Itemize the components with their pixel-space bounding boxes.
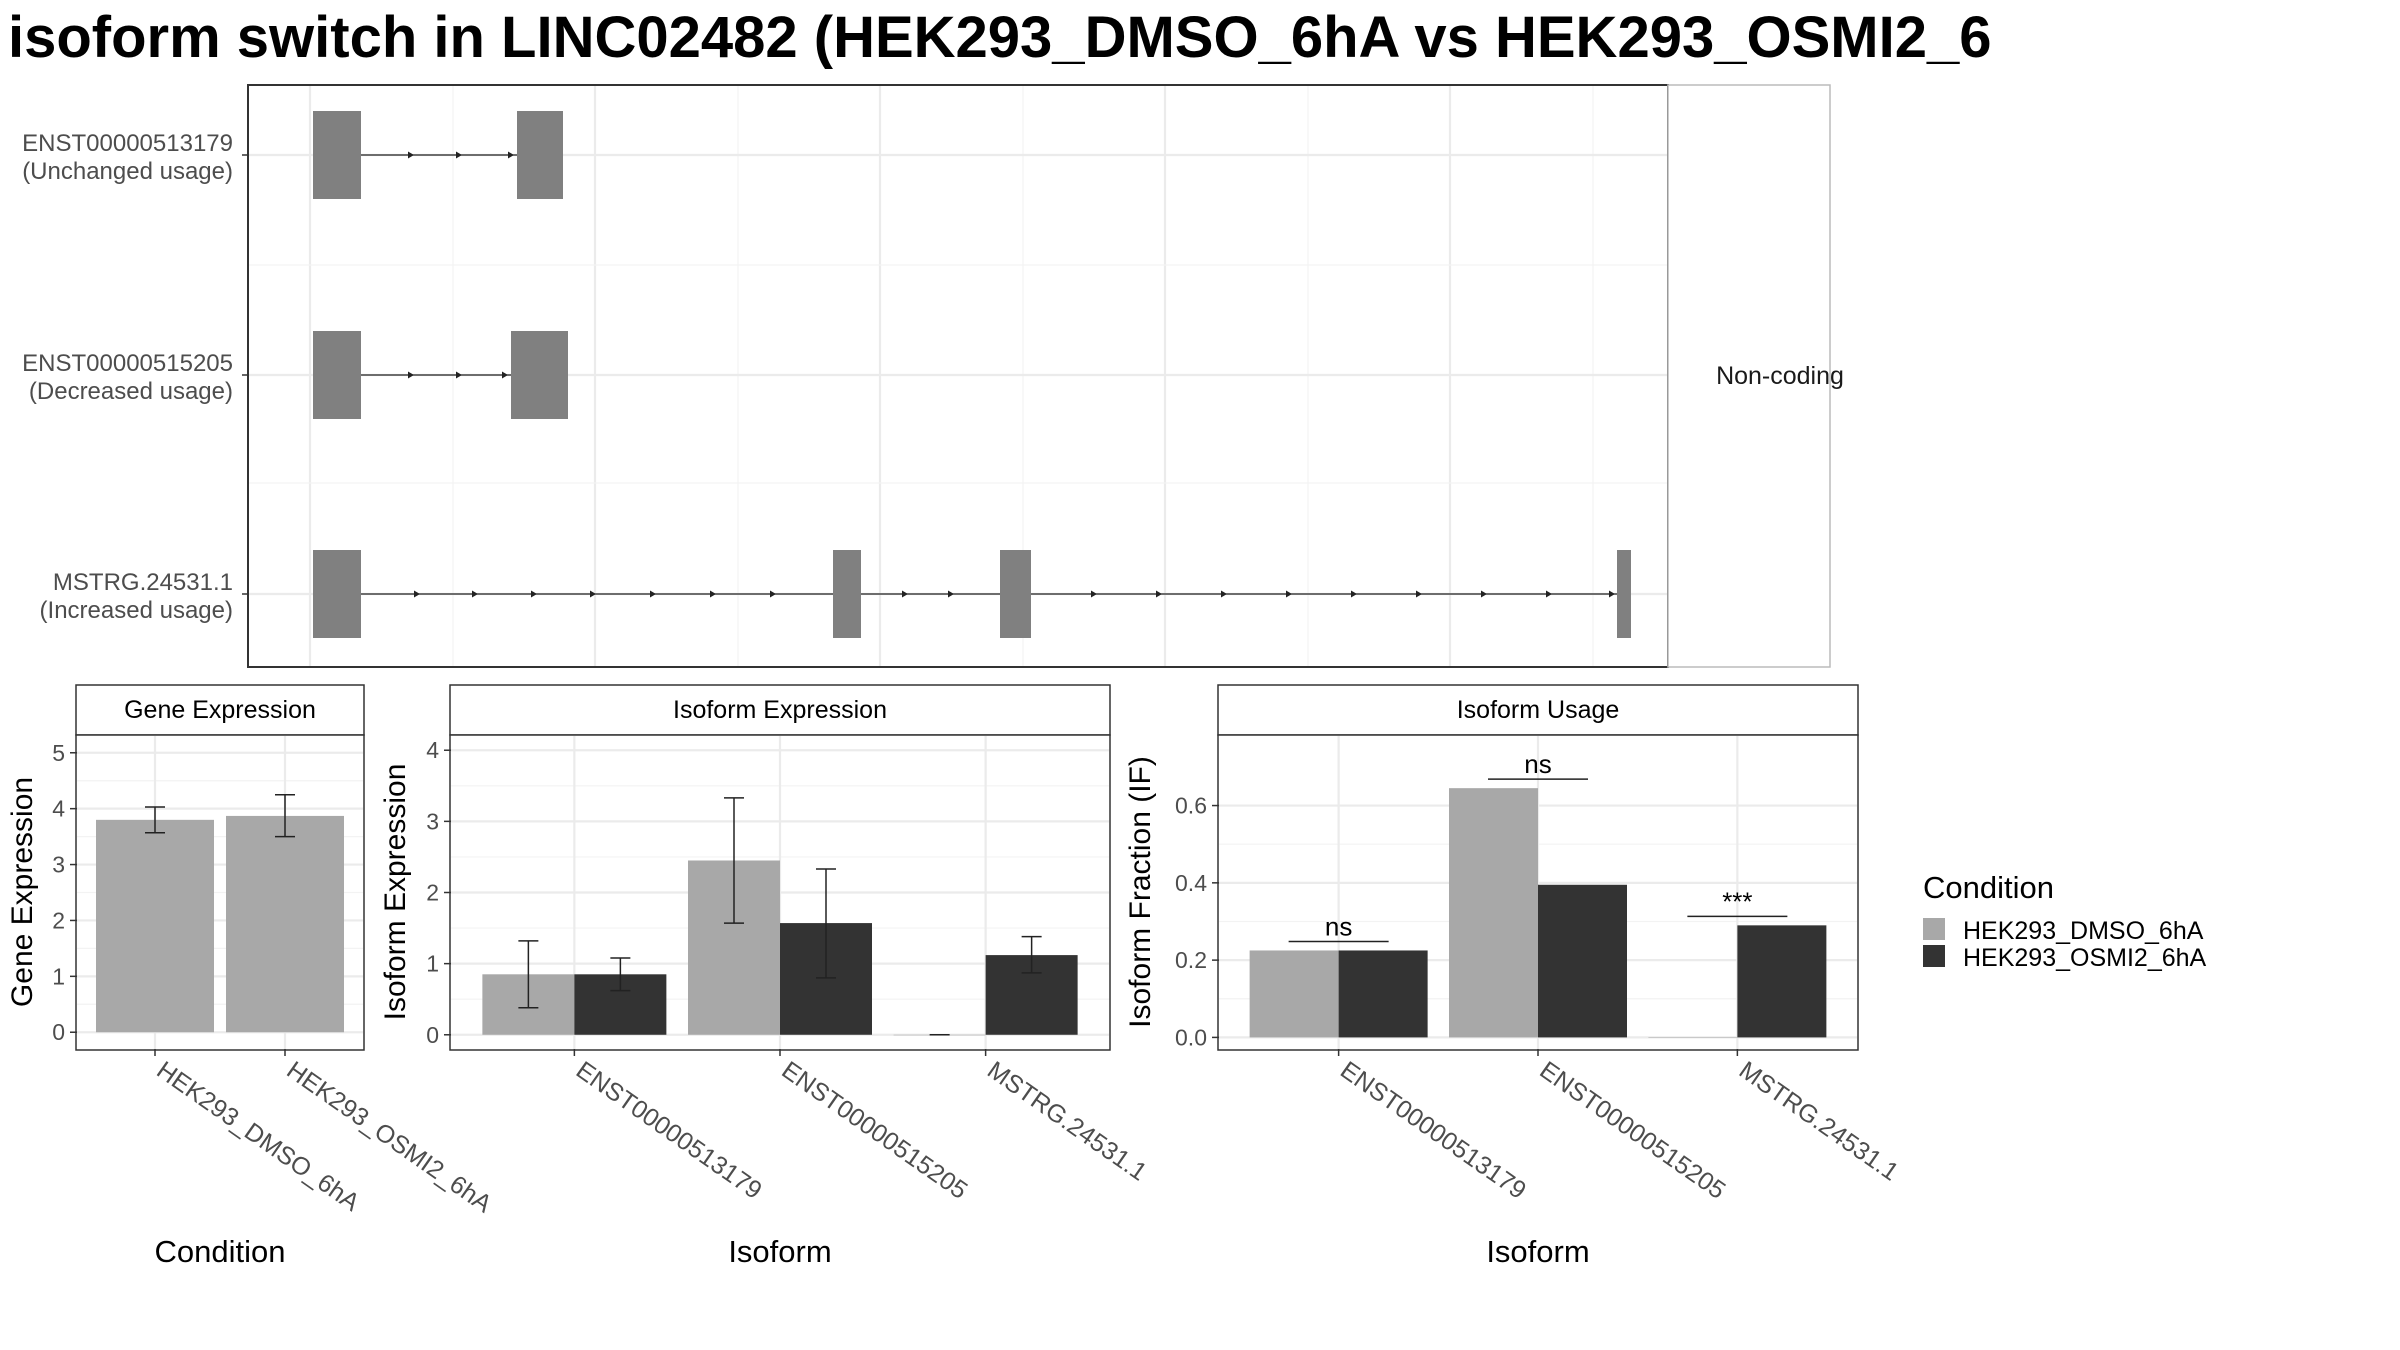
intron-direction-arrow (408, 371, 414, 379)
intron-direction-arrow (1286, 590, 1292, 598)
isoform-usage-y-label: Isoform Fraction (IF) (1124, 756, 1157, 1028)
intron-direction-arrow (531, 590, 537, 598)
exon-block (517, 111, 563, 199)
exon-block (313, 331, 361, 419)
noncoding-strip-label: Non-coding (1716, 362, 1844, 390)
legend-swatch-osmi (1923, 945, 1945, 967)
isoform-usage-x-label: Isoform (1486, 1234, 1589, 1269)
exon-block (313, 111, 361, 199)
y-tick-label: 2 (52, 907, 65, 933)
bar (1538, 884, 1627, 1038)
isoform-usage-panel: Isoform Usage 0.0 0.2 0.4 0.6 ns ns *** ENST000… (1124, 684, 1904, 1269)
y-tick-label: 0.4 (1175, 870, 1207, 896)
intron-direction-arrow (770, 590, 776, 598)
gene-structure-panel: Non-coding ENST00000513179(Unchanged usa… (22, 84, 1844, 668)
y-tick-label: 5 (52, 740, 65, 766)
y-tick-label: 3 (52, 852, 65, 878)
significance-label: ns (1325, 911, 1352, 941)
y-tick-label: 0 (52, 1019, 65, 1045)
legend-swatch-dmso (1923, 918, 1945, 940)
significance-label: ns (1524, 749, 1551, 779)
gene-expression-x-label: Condition (155, 1234, 286, 1269)
noncoding-strip (1667, 84, 1831, 668)
intron-direction-arrow (902, 590, 908, 598)
y-tick-label: 0 (426, 1022, 439, 1048)
gene-expression-panel: Gene Expression 012345HEK293_DMSO_6hAHEK… (6, 684, 498, 1269)
intron-direction-arrow (456, 151, 462, 159)
y-tick-label: 2 (426, 880, 439, 906)
isoform-id-label: ENST00000513179 (22, 130, 233, 157)
intron-direction-arrow (1351, 590, 1357, 598)
x-tick-label: MSTRG.24531.1 (982, 1056, 1152, 1187)
y-tick-label: 0.6 (1175, 793, 1207, 819)
intron-direction-arrow (1091, 590, 1097, 598)
x-tick-label: ENST00000515205 (777, 1056, 973, 1205)
bar (1338, 950, 1428, 1038)
y-tick-label: 0.0 (1175, 1024, 1207, 1050)
intron-direction-arrow (508, 151, 514, 159)
x-tick-label: ENST00000513179 (1335, 1056, 1531, 1205)
intron-direction-arrow (710, 590, 716, 598)
x-tick-label: ENST00000513179 (571, 1056, 767, 1205)
isoform-expression-x-label: Isoform (728, 1234, 831, 1269)
structure-isoform-tracks (313, 111, 1631, 638)
intron-direction-arrow (650, 590, 656, 598)
intron-direction-arrow (414, 590, 420, 598)
exon-block (511, 331, 568, 419)
y-tick-label: 1 (426, 951, 439, 977)
bar (1648, 1037, 1738, 1038)
bar (226, 815, 344, 1033)
y-tick-label: 4 (52, 796, 65, 822)
bar (1249, 950, 1339, 1038)
intron-direction-arrow (948, 590, 954, 598)
bar (1449, 788, 1538, 1038)
isoform-id-label: MSTRG.24531.1 (53, 569, 233, 596)
exon-block (1000, 550, 1031, 638)
isoform-id-label: ENST00000515205 (22, 350, 233, 377)
isoform-usage-label: (Decreased usage) (29, 378, 233, 405)
exon-block (313, 550, 361, 638)
figure-title: isoform switch in LINC02482 (HEK293_DMSO… (8, 5, 1991, 70)
isoform-expression-strip-title: Isoform Expression (673, 696, 887, 724)
isoform-expression-y-label: Isoform Expression (379, 764, 412, 1021)
isoform-usage-marks: 0.0 0.2 0.4 0.6 ns ns *** ENST00000513179 ENST00… (1175, 736, 1904, 1205)
y-tick-label: 0.2 (1175, 947, 1207, 973)
intron-direction-arrow (1221, 590, 1227, 598)
condition-legend: Condition HEK293_DMSO_6hA HEK293_OSMI2_6… (1923, 870, 2207, 972)
y-tick-label: 4 (426, 737, 439, 763)
legend-title: Condition (1923, 870, 2054, 905)
isoform-usage-label: (Unchanged usage) (22, 158, 233, 185)
isoform-expression-strip (449, 684, 1111, 736)
intron-direction-arrow (1156, 590, 1162, 598)
intron-direction-arrow (1481, 590, 1487, 598)
x-tick-label: MSTRG.24531.1 (1734, 1056, 1904, 1187)
gene-expression-strip-title: Gene Expression (124, 696, 316, 724)
x-tick-label: HEK293_OSMI2_6hA (282, 1056, 498, 1219)
isoform-usage-label: (Increased usage) (40, 597, 233, 624)
intron-direction-arrow (408, 151, 414, 159)
exon-block (833, 550, 861, 638)
isoform-expression-panel: Isoform Expression 0 1 2 3 4 ENST00000513179 E… (379, 684, 1152, 1269)
intron-direction-arrow (472, 590, 478, 598)
intron-direction-arrow (456, 371, 462, 379)
y-tick-label: 3 (426, 808, 439, 834)
exon-block (1617, 550, 1631, 638)
gene-expression-y-label: Gene Expression (6, 777, 39, 1007)
y-tick-label: 1 (52, 963, 65, 989)
bar (1737, 925, 1827, 1038)
intron-direction-arrow (1609, 590, 1615, 598)
x-tick-label: ENST00000515205 (1535, 1056, 1731, 1205)
isoform-usage-strip-title: Isoform Usage (1457, 696, 1620, 724)
gene-expression-strip (75, 684, 365, 736)
intron-direction-arrow (1416, 590, 1422, 598)
bar (96, 819, 214, 1033)
legend-label-dmso: HEK293_DMSO_6hA (1963, 917, 2204, 945)
intron-direction-arrow (1546, 590, 1552, 598)
significance-label: *** (1722, 886, 1752, 916)
intron-direction-arrow (590, 590, 596, 598)
structure-isoform-labels: ENST00000513179(Unchanged usage) ENST0000… (22, 130, 248, 624)
legend-label-osmi: HEK293_OSMI2_6hA (1963, 944, 2207, 972)
intron-direction-arrow (502, 371, 508, 379)
